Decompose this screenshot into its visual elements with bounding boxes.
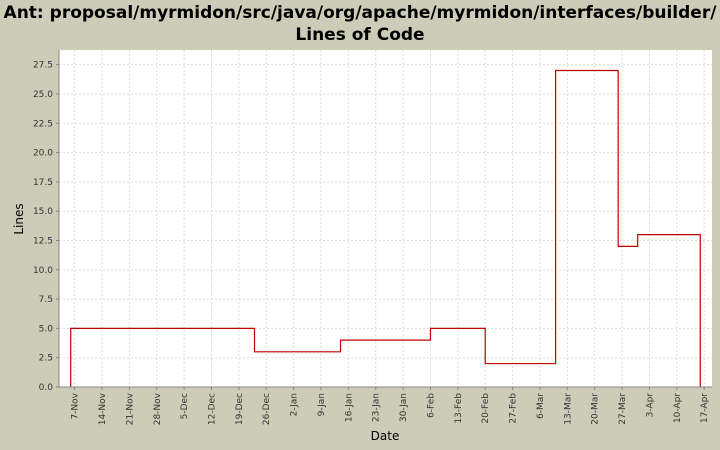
y-tick-label: 7.5: [39, 295, 53, 305]
x-tick-label: 7-Nov: [71, 392, 81, 419]
x-tick-label: 17-Apr: [700, 393, 710, 423]
y-tick-label: 2.5: [39, 354, 53, 364]
y-tick-label: 5.0: [39, 324, 54, 334]
x-tick-label: 9-Jan: [317, 393, 327, 416]
x-tick-label: 30-Jan: [399, 393, 409, 422]
y-tick-label: 25.0: [33, 90, 53, 100]
x-tick-label: 20-Mar: [591, 393, 601, 425]
y-tick-label: 10.0: [33, 266, 53, 276]
x-tick-label: 6-Feb: [426, 393, 436, 418]
x-tick-label: 10-Apr: [673, 393, 683, 423]
y-axis-ticks: 0.0 2.5 5.0 7.5 10.0 12.5 15.0 17.5 20.0 22.5 25.0…: [33, 61, 59, 393]
y-tick-label: 12.5: [33, 236, 53, 246]
y-tick-label: 20.0: [33, 149, 53, 159]
y-axis-title: Lines: [12, 203, 26, 234]
x-tick-label: 16-Jan: [344, 393, 354, 422]
x-axis-ticks: 7-Nov 14-Nov 21-Nov 28-Nov 5-Dec 12-Dec 19-Dec…: [71, 387, 710, 425]
y-tick-label: 17.5: [33, 178, 53, 188]
y-tick-label: 0.0: [39, 383, 54, 393]
x-axis-title: Date: [371, 429, 400, 443]
x-tick-label: 13-Mar: [563, 393, 573, 425]
x-tick-label: 6-Mar: [536, 393, 546, 419]
x-tick-label: 12-Dec: [207, 393, 217, 425]
x-tick-label: 27-Mar: [618, 393, 628, 425]
y-tick-label: 27.5: [33, 61, 53, 71]
y-tick-label: 15.0: [33, 207, 53, 217]
series-line: [70, 69, 701, 387]
x-tick-label: 14-Nov: [98, 392, 108, 425]
chart-title: Ant: proposal/myrmidon/src/java/org/apac…: [3, 3, 717, 45]
x-tick-label: 13-Feb: [454, 393, 464, 424]
grid: [59, 50, 712, 387]
x-tick-label: 5-Dec: [180, 393, 190, 419]
x-tick-label: 20-Feb: [481, 393, 491, 424]
x-tick-label: 21-Nov: [125, 392, 135, 425]
x-tick-label: 26-Dec: [262, 393, 272, 425]
x-tick-label: 27-Feb: [509, 393, 519, 424]
x-tick-label: 28-Nov: [153, 392, 163, 425]
plot-area: [59, 50, 712, 387]
x-tick-label: 3-Apr: [645, 393, 655, 418]
x-tick-label: 23-Jan: [372, 393, 382, 422]
y-tick-label: 22.5: [33, 119, 53, 129]
x-tick-label: 2-Jan: [290, 393, 300, 416]
x-tick-label: 19-Dec: [235, 393, 245, 425]
